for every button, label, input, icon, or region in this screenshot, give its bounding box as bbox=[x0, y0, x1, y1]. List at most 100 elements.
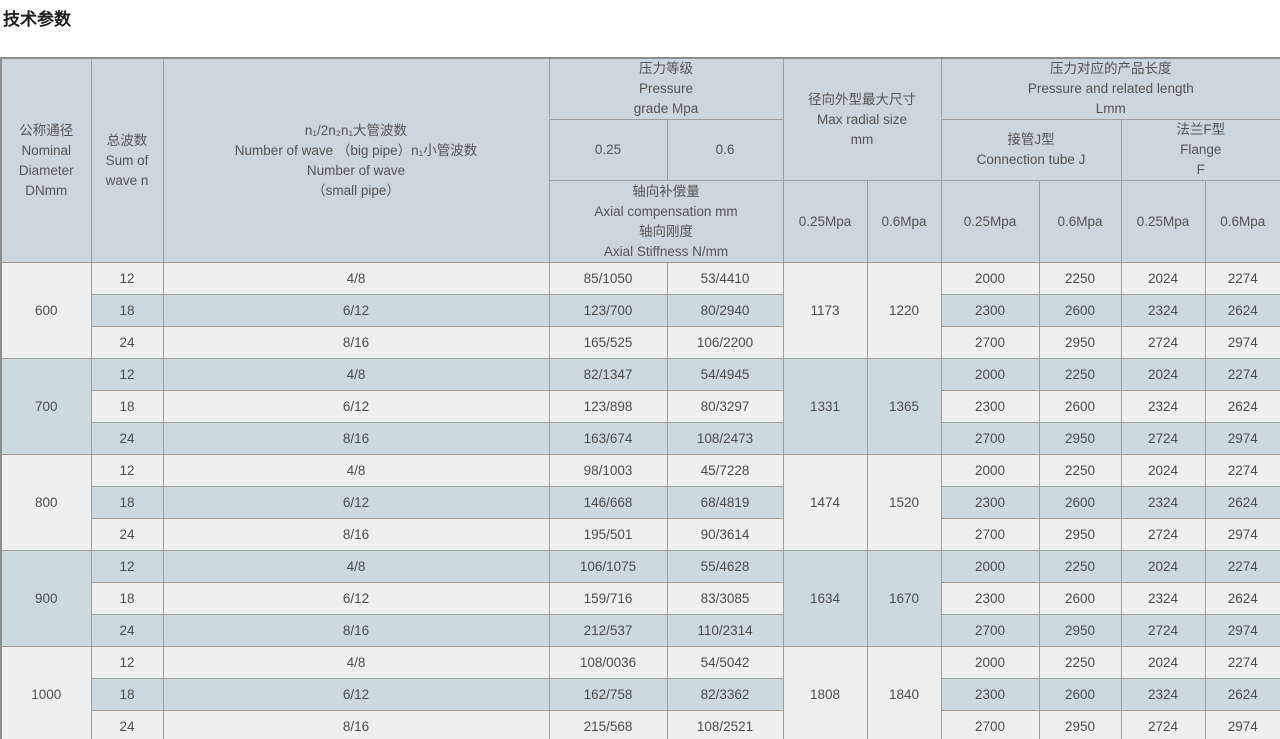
wave-number-cell: 8/16 bbox=[162, 422, 550, 455]
length-cell-3: 2624 bbox=[1204, 486, 1280, 519]
axial-06-cell: 106/2200 bbox=[666, 326, 784, 359]
length-cell-3: 2624 bbox=[1204, 294, 1280, 327]
axial-06-cell: 110/2314 bbox=[666, 614, 784, 647]
wave-count-cell: 24 bbox=[90, 614, 164, 647]
axial-025-cell: 162/758 bbox=[548, 678, 668, 711]
length-cell-1: 2600 bbox=[1038, 678, 1122, 711]
table-row: 700 12 4/8 82/1347 54/4945 1331 1365 2000 2250 20… bbox=[0, 358, 1280, 455]
length-cell-0: 2300 bbox=[940, 486, 1040, 519]
dn-cell: 700 bbox=[0, 358, 92, 455]
length-cell-0: 2700 bbox=[940, 614, 1040, 647]
length-cell-2: 2324 bbox=[1120, 486, 1206, 519]
header-pressure-06: 0.6 bbox=[666, 119, 784, 181]
radial-025-cell: 1331 bbox=[782, 358, 868, 455]
page-title: 技术参数 bbox=[3, 10, 71, 29]
axial-06-cell: 54/5042 bbox=[666, 646, 784, 679]
table-row: 18 6/12 162/758 82/3362 2300 2600 2324 2624 bbox=[1, 678, 1280, 711]
wave-number-cell: 6/12 bbox=[162, 390, 550, 423]
table-row: 24 8/16 195/501 90/3614 2700 2950 2724 2974 bbox=[1, 518, 1280, 551]
length-cell-2: 2724 bbox=[1120, 326, 1206, 359]
axial-06-cell: 80/3297 bbox=[666, 390, 784, 423]
table-header: 公称通径 Nominal Diameter DNmm 总波数 Sum of wa… bbox=[0, 57, 1280, 263]
axial-025-cell: 212/537 bbox=[548, 614, 668, 647]
axial-025-cell: 123/700 bbox=[548, 294, 668, 327]
table-row: 24 8/16 212/537 110/2314 2700 2950 2724 2974 bbox=[1, 614, 1280, 647]
table-row: 1000 12 4/8 108/0036 54/5042 1808 1840 2000 2250… bbox=[0, 646, 1280, 739]
length-cell-2: 2024 bbox=[1120, 262, 1206, 295]
axial-06-cell: 45/7228 bbox=[666, 454, 784, 487]
header-max-radial-size: 径向外型最大尺寸 Max radial size mm bbox=[782, 57, 942, 181]
length-cell-0: 2700 bbox=[940, 326, 1040, 359]
length-cell-0: 2300 bbox=[940, 678, 1040, 711]
length-cell-0: 2700 bbox=[940, 422, 1040, 455]
length-cell-0: 2000 bbox=[940, 358, 1040, 391]
wave-number-cell: 6/12 bbox=[162, 582, 550, 615]
radial-025-cell: 1808 bbox=[782, 646, 868, 739]
length-cell-1: 2250 bbox=[1038, 550, 1122, 583]
wave-count-cell: 18 bbox=[90, 582, 164, 615]
length-cell-3: 2974 bbox=[1204, 710, 1280, 739]
header-sum-of-wave: 总波数 Sum of wave n bbox=[90, 57, 164, 263]
length-cell-0: 2300 bbox=[940, 294, 1040, 327]
length-cell-2: 2024 bbox=[1120, 550, 1206, 583]
radial-025-cell: 1474 bbox=[782, 454, 868, 551]
header-length-j-06mpa: 0.6Mpa bbox=[1038, 180, 1122, 263]
length-cell-3: 2624 bbox=[1204, 390, 1280, 423]
length-cell-0: 2700 bbox=[940, 710, 1040, 739]
dn-cell: 1000 bbox=[0, 646, 92, 739]
length-cell-3: 2274 bbox=[1204, 550, 1280, 583]
table-row: 24 8/16 163/674 108/2473 2700 2950 2724 2974 bbox=[1, 422, 1280, 455]
axial-06-cell: 82/3362 bbox=[666, 678, 784, 711]
header-wave-number: n₁/2n₂n₁大管波数 Number of wave （big pipe）n₁… bbox=[162, 57, 550, 263]
dn-cell: 800 bbox=[0, 454, 92, 551]
table-row: 18 6/12 159/716 83/3085 2300 2600 2324 2624 bbox=[1, 582, 1280, 615]
length-cell-2: 2324 bbox=[1120, 582, 1206, 615]
length-cell-1: 2250 bbox=[1038, 454, 1122, 487]
header-pressure-length: 压力对应的产品长度 Pressure and related length Lm… bbox=[940, 57, 1280, 120]
length-cell-0: 2700 bbox=[940, 518, 1040, 551]
wave-count-cell: 12 bbox=[90, 550, 164, 583]
wave-number-cell: 6/12 bbox=[162, 486, 550, 519]
technical-parameters-table: 公称通径 Nominal Diameter DNmm 总波数 Sum of wa… bbox=[0, 57, 1280, 739]
axial-025-cell: 159/716 bbox=[548, 582, 668, 615]
length-cell-1: 2600 bbox=[1038, 390, 1122, 423]
length-cell-3: 2274 bbox=[1204, 646, 1280, 679]
length-cell-1: 2950 bbox=[1038, 614, 1122, 647]
length-cell-2: 2724 bbox=[1120, 518, 1206, 551]
header-flange-f: 法兰F型 Flange F bbox=[1120, 119, 1280, 181]
length-cell-2: 2024 bbox=[1120, 646, 1206, 679]
radial-06-cell: 1520 bbox=[866, 454, 942, 551]
wave-count-cell: 24 bbox=[90, 710, 164, 739]
table-row: 24 8/16 165/525 106/2200 2700 2950 2724 2974 bbox=[1, 326, 1280, 359]
length-cell-0: 2000 bbox=[940, 550, 1040, 583]
wave-number-cell: 6/12 bbox=[162, 678, 550, 711]
wave-count-cell: 24 bbox=[90, 518, 164, 551]
table-row: 800 12 4/8 98/1003 45/7228 1474 1520 2000 2250 20… bbox=[0, 454, 1280, 551]
length-cell-2: 2724 bbox=[1120, 614, 1206, 647]
length-cell-1: 2250 bbox=[1038, 358, 1122, 391]
length-cell-0: 2000 bbox=[940, 262, 1040, 295]
axial-06-cell: 55/4628 bbox=[666, 550, 784, 583]
axial-025-cell: 106/1075 bbox=[548, 550, 668, 583]
length-cell-0: 2300 bbox=[940, 390, 1040, 423]
wave-count-cell: 18 bbox=[90, 678, 164, 711]
header-pressure-grade: 压力等级 Pressure grade Mpa bbox=[548, 57, 784, 120]
wave-count-cell: 12 bbox=[90, 454, 164, 487]
wave-count-cell: 18 bbox=[90, 486, 164, 519]
axial-025-cell: 82/1347 bbox=[548, 358, 668, 391]
length-cell-3: 2274 bbox=[1204, 358, 1280, 391]
length-cell-1: 2250 bbox=[1038, 262, 1122, 295]
length-cell-3: 2974 bbox=[1204, 614, 1280, 647]
axial-06-cell: 90/3614 bbox=[666, 518, 784, 551]
axial-06-cell: 68/4819 bbox=[666, 486, 784, 519]
axial-06-cell: 108/2521 bbox=[666, 710, 784, 739]
radial-025-cell: 1173 bbox=[782, 262, 868, 359]
wave-count-cell: 24 bbox=[90, 326, 164, 359]
length-cell-1: 2950 bbox=[1038, 710, 1122, 739]
table-row: 18 6/12 123/898 80/3297 2300 2600 2324 2624 bbox=[1, 390, 1280, 423]
length-cell-2: 2724 bbox=[1120, 710, 1206, 739]
length-cell-1: 2600 bbox=[1038, 294, 1122, 327]
length-cell-3: 2624 bbox=[1204, 678, 1280, 711]
header-axial-compensation: 轴向补偿量 Axial compensation mm 轴向刚度 Axial S… bbox=[548, 180, 784, 263]
axial-025-cell: 123/898 bbox=[548, 390, 668, 423]
